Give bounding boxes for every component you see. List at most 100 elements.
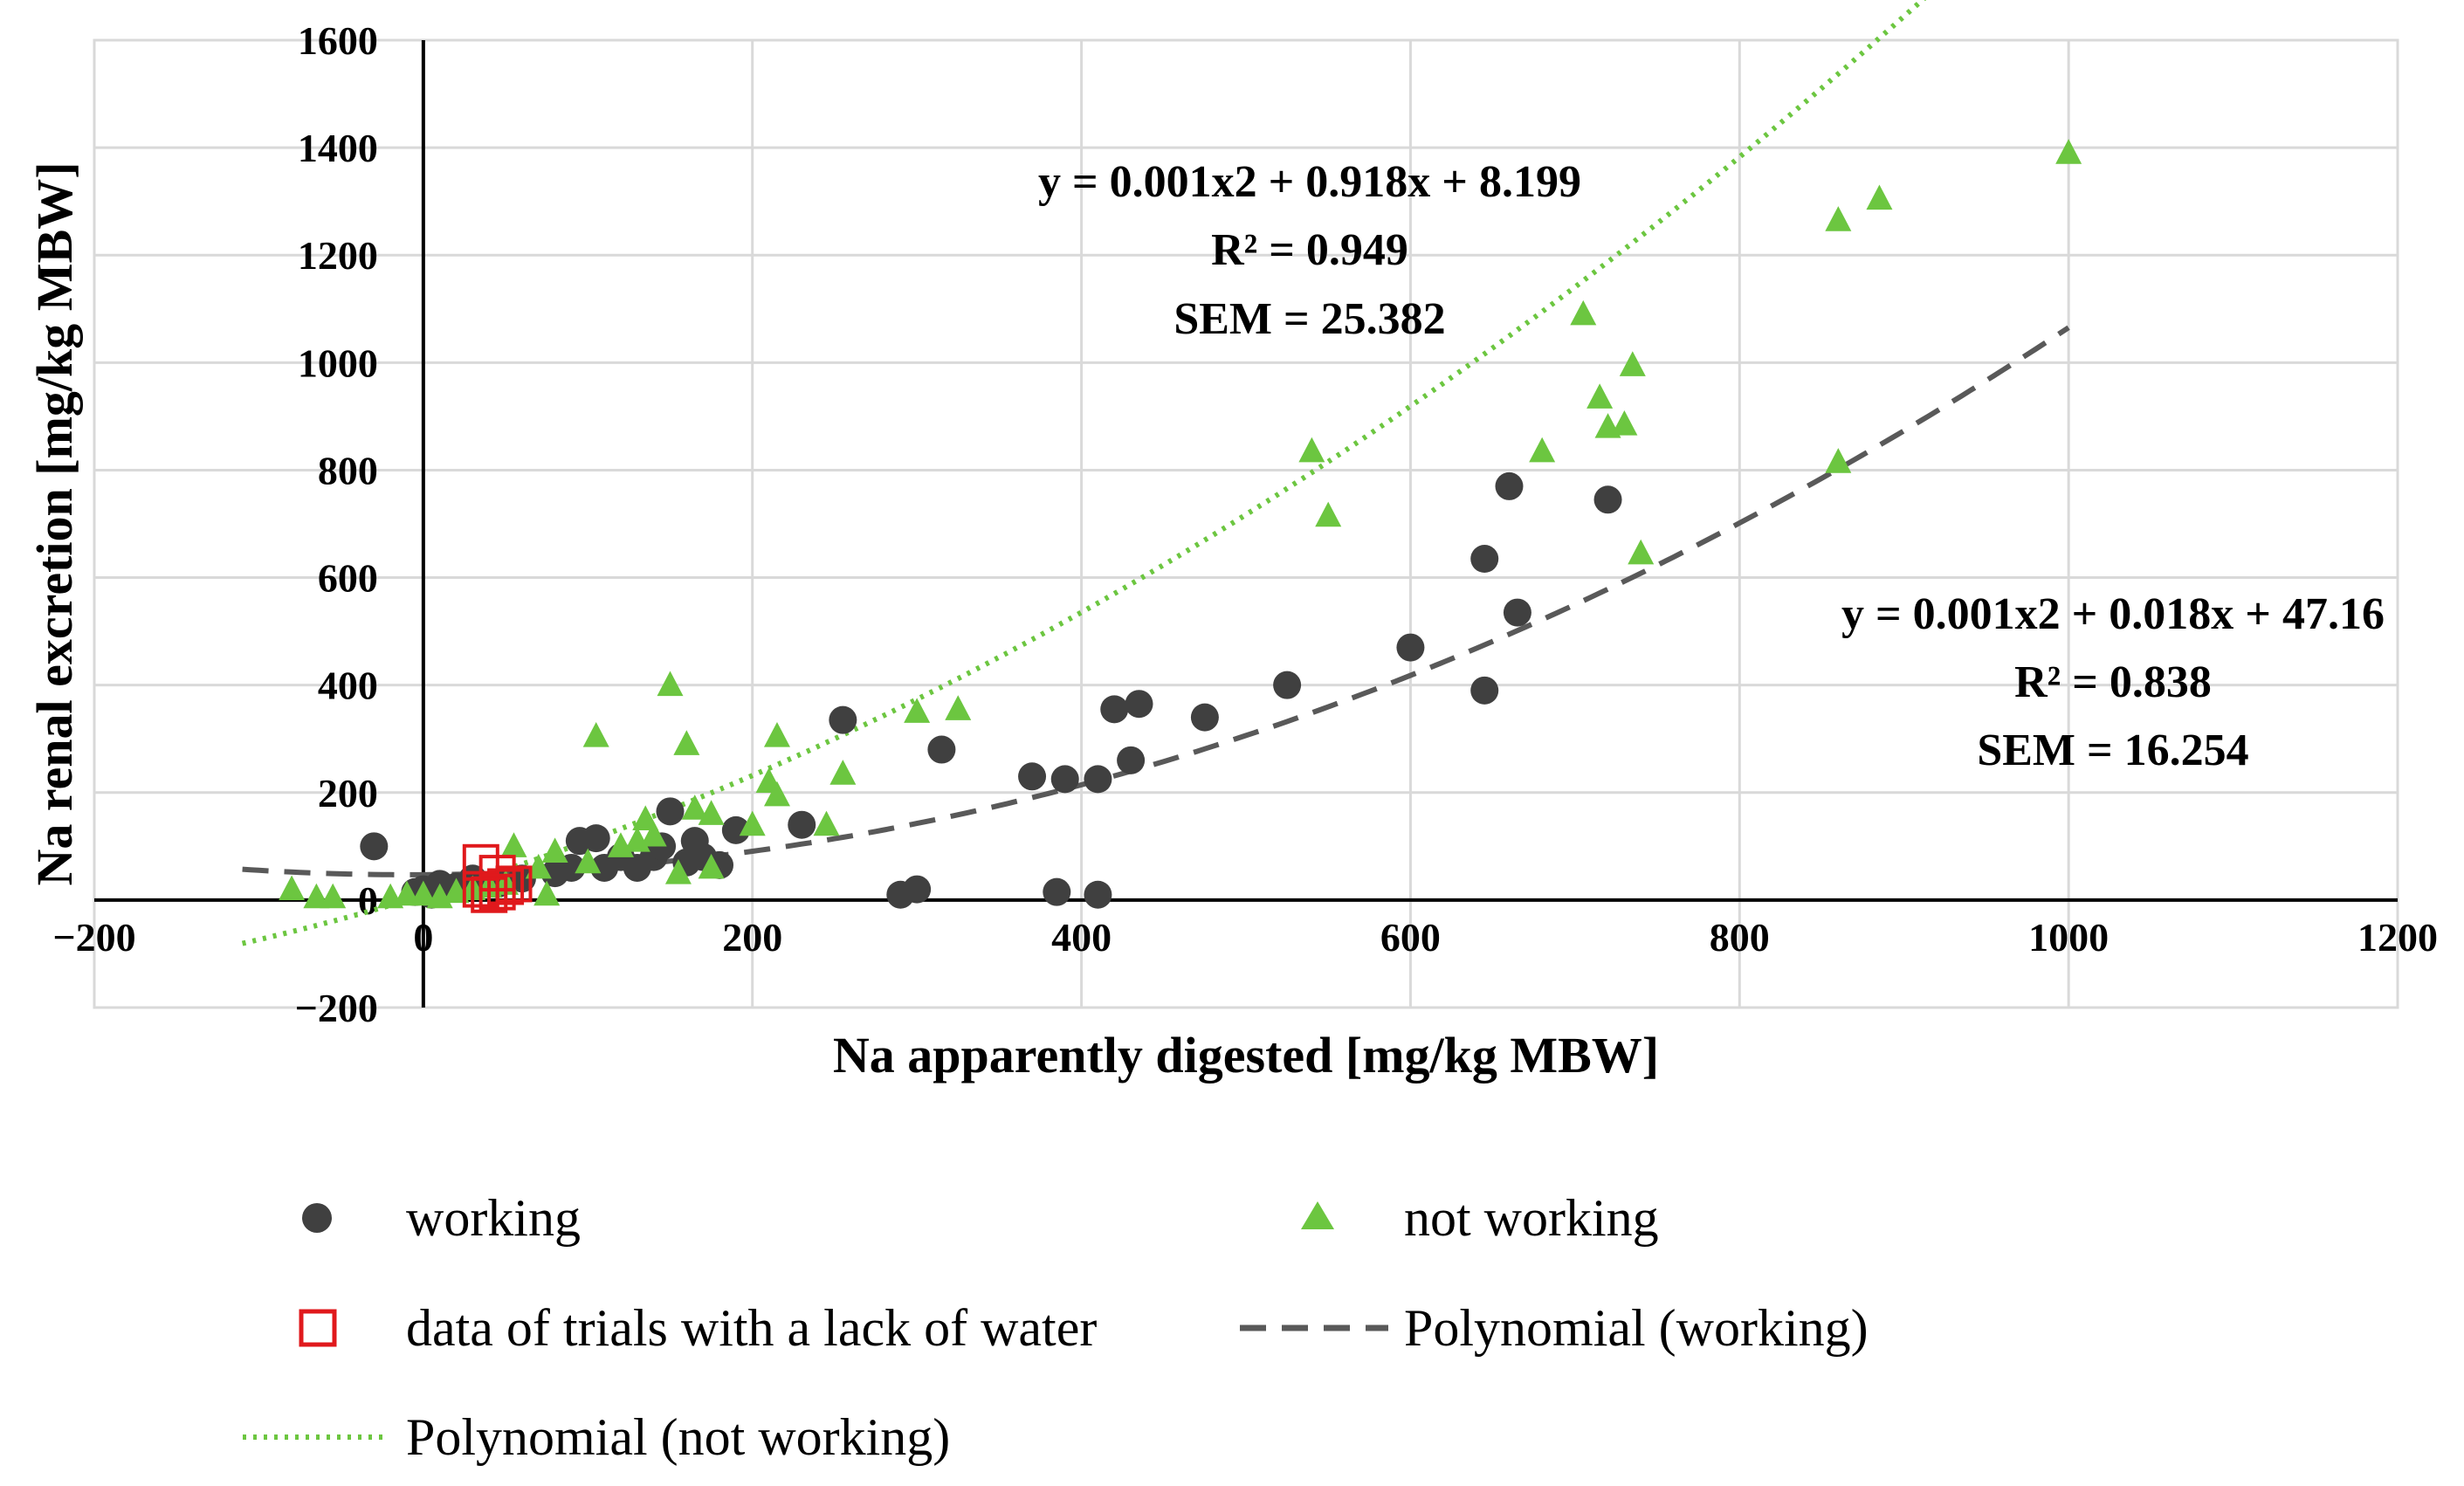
data-points: [279, 139, 2082, 913]
annotation-line: R² = 0.838: [2014, 657, 2212, 707]
point-water: [471, 876, 508, 913]
point-not-working: [1586, 383, 1614, 409]
annotation-line: SEM = 25.382: [1173, 294, 1445, 344]
legend-not-working-trend-label: Polynomial (not working): [406, 1408, 950, 1466]
point-not-working: [575, 848, 602, 874]
point-working: [1470, 676, 1499, 705]
point-working: [1043, 877, 1071, 906]
point-working: [1190, 703, 1219, 732]
annotation-not-working: y = 0.001x2 + 0.918x + 8.199 R² = 0.949 …: [1038, 157, 1581, 344]
point-not-working: [2055, 139, 2082, 164]
point-working: [788, 810, 816, 839]
point-not-working: [945, 695, 972, 720]
point-not-working: [829, 760, 857, 785]
point-working: [1117, 746, 1146, 774]
point-working: [1495, 471, 1524, 500]
point-working: [1593, 485, 1622, 514]
y-tick-label: 400: [318, 664, 378, 708]
point-not-working: [500, 832, 527, 857]
point-working: [1273, 671, 1302, 699]
annotation-line: y = 0.001x2 + 0.018x + 47.16: [1841, 589, 2385, 639]
y-tick-label: 1200: [298, 233, 378, 278]
point-working: [360, 832, 389, 861]
legend-water-marker: [299, 1309, 337, 1347]
point-working: [582, 824, 610, 853]
x-tick-label: 800: [1710, 915, 1770, 960]
y-tick-label: 0: [358, 878, 378, 923]
point-working: [1125, 690, 1153, 719]
y-tick-label: 1000: [298, 341, 378, 385]
y-tick-label: −200: [295, 986, 378, 1030]
x-tick-labels: −200 0 200 400 600 800 1000 1200: [52, 915, 2438, 960]
point-not-working: [394, 880, 421, 906]
point-not-working: [681, 795, 708, 820]
legend-not-working-marker: [1301, 1201, 1334, 1229]
point-not-working: [541, 837, 568, 863]
legend-not-working-label: not working: [1404, 1189, 1659, 1247]
point-working: [829, 705, 857, 734]
point-not-working: [1825, 448, 1852, 473]
y-axis-title: Na renal excretion [mg/kg MBW]: [26, 162, 83, 885]
point-not-working: [1619, 351, 1646, 376]
point-working: [1503, 598, 1531, 627]
x-tick-label: 200: [722, 915, 782, 960]
point-not-working: [813, 810, 840, 836]
point-not-working: [1298, 437, 1325, 463]
point-working: [1018, 762, 1047, 791]
annotation-line: SEM = 16.254: [1977, 726, 2248, 775]
y-tick-labels: −200 0 200 400 600 800 1000 1200 1400 1600: [295, 18, 378, 1030]
annotation-line: R² = 0.949: [1211, 225, 1408, 275]
legend-working-trend-label: Polynomial (working): [1404, 1299, 1869, 1357]
legend-working-marker: [302, 1203, 332, 1233]
point-not-working: [410, 880, 437, 906]
point-not-working: [533, 880, 561, 906]
point-not-working: [763, 722, 790, 747]
y-tick-label: 600: [318, 556, 378, 601]
y-tick-label: 800: [318, 448, 378, 492]
point-not-working: [763, 781, 790, 807]
point-not-working: [632, 805, 659, 831]
x-tick-label: 0: [413, 915, 433, 960]
y-tick-label: 1600: [298, 18, 378, 63]
x-tick-label: 1200: [2357, 915, 2438, 960]
point-working: [927, 735, 956, 764]
point-working: [1084, 880, 1112, 909]
point-not-working: [1628, 539, 1655, 565]
legend-water-label: data of trials with a lack of water: [406, 1299, 1097, 1357]
point-not-working: [303, 883, 330, 909]
point-not-working: [698, 853, 725, 879]
point-working: [1084, 765, 1112, 794]
point-not-working: [1866, 184, 1893, 210]
point-not-working: [1825, 206, 1852, 231]
point-working: [1470, 545, 1499, 574]
point-not-working: [698, 800, 725, 825]
annotation-line: y = 0.001x2 + 0.918x + 8.199: [1038, 157, 1581, 207]
point-not-working: [904, 698, 931, 723]
point-working: [903, 875, 932, 904]
point-working: [721, 815, 750, 844]
point-not-working: [1611, 410, 1638, 436]
point-not-working: [657, 671, 684, 697]
x-tick-label: 400: [1051, 915, 1112, 960]
point-working: [1396, 633, 1425, 662]
y-tick-label: 200: [318, 771, 378, 815]
point-not-working: [664, 858, 692, 884]
point-not-working: [1315, 501, 1342, 527]
y-tick-label: 1400: [298, 126, 378, 170]
annotation-working: y = 0.001x2 + 0.018x + 47.16 R² = 0.838 …: [1841, 589, 2385, 775]
point-not-working: [1570, 299, 1597, 326]
point-not-working: [640, 821, 667, 847]
point-not-working: [582, 722, 609, 747]
point-working: [656, 797, 685, 826]
point-working: [1050, 765, 1079, 794]
legend: working not working data of trials with …: [243, 1189, 1869, 1466]
point-not-working: [279, 875, 306, 901]
legend-working-label: working: [406, 1189, 581, 1247]
x-tick-label: 600: [1380, 915, 1441, 960]
point-not-working: [673, 730, 700, 755]
point-not-working: [320, 883, 347, 909]
point-not-working: [739, 810, 766, 836]
point-not-working: [1529, 437, 1556, 463]
